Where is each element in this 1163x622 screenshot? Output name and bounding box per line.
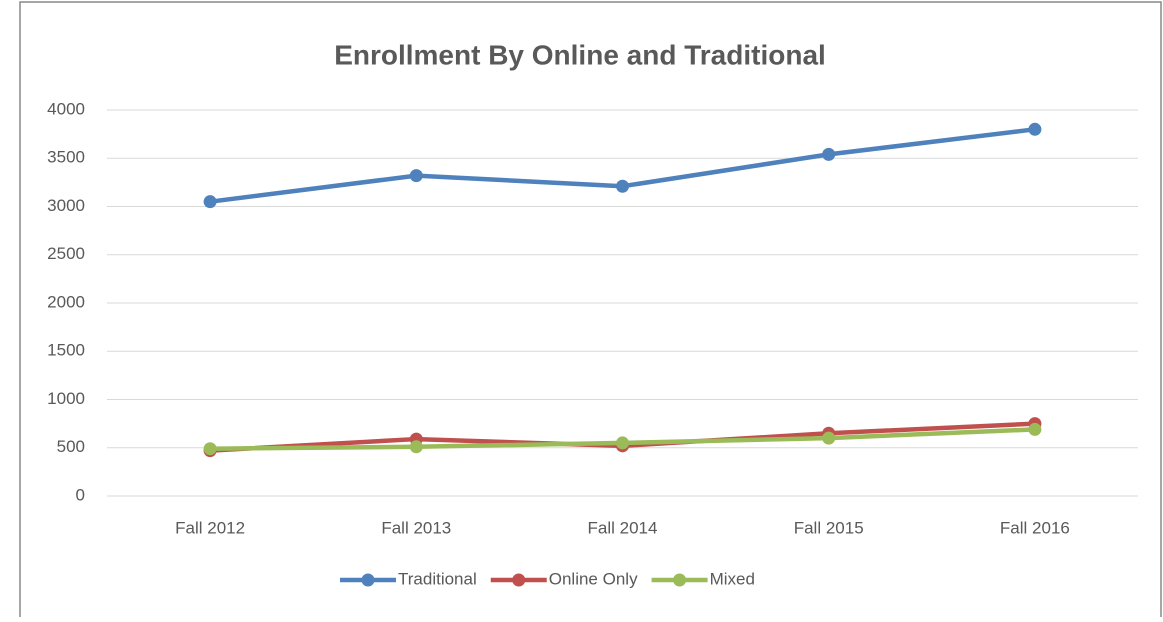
legend-label: Traditional — [398, 569, 477, 588]
chart-title: Enrollment By Online and Traditional — [334, 39, 826, 70]
data-point — [1028, 122, 1042, 136]
y-tick-label: 2500 — [47, 244, 85, 263]
data-point — [822, 147, 836, 161]
x-tick-label: Fall 2014 — [588, 518, 658, 537]
x-tick-label: Fall 2013 — [381, 518, 451, 537]
x-tick-label: Fall 2015 — [794, 518, 864, 537]
x-tick-label: Fall 2012 — [175, 518, 245, 537]
legend-swatch-dot — [361, 573, 375, 587]
data-point — [616, 179, 629, 193]
data-point — [1028, 422, 1042, 436]
chart-frame — [19, 1, 1162, 617]
y-tick-label: 3500 — [47, 148, 85, 167]
legend-swatch-dot — [512, 573, 526, 587]
y-tick-label: 0 — [76, 485, 85, 504]
y-tick-label: 3000 — [47, 196, 85, 215]
legend-swatch-dot — [673, 573, 687, 587]
y-tick-label: 4000 — [47, 99, 85, 118]
y-tick-label: 1500 — [47, 341, 85, 360]
y-tick-label: 2000 — [47, 292, 85, 311]
y-tick-label: 1000 — [47, 389, 85, 408]
legend-label: Mixed — [710, 569, 755, 588]
data-point — [822, 431, 836, 445]
data-point — [203, 195, 217, 209]
data-point — [409, 169, 423, 183]
x-tick-label: Fall 2016 — [1000, 518, 1070, 537]
data-point — [616, 436, 629, 450]
data-point — [203, 442, 217, 456]
data-point — [409, 440, 423, 454]
y-tick-label: 500 — [57, 437, 85, 456]
legend-label: Online Only — [549, 569, 638, 588]
